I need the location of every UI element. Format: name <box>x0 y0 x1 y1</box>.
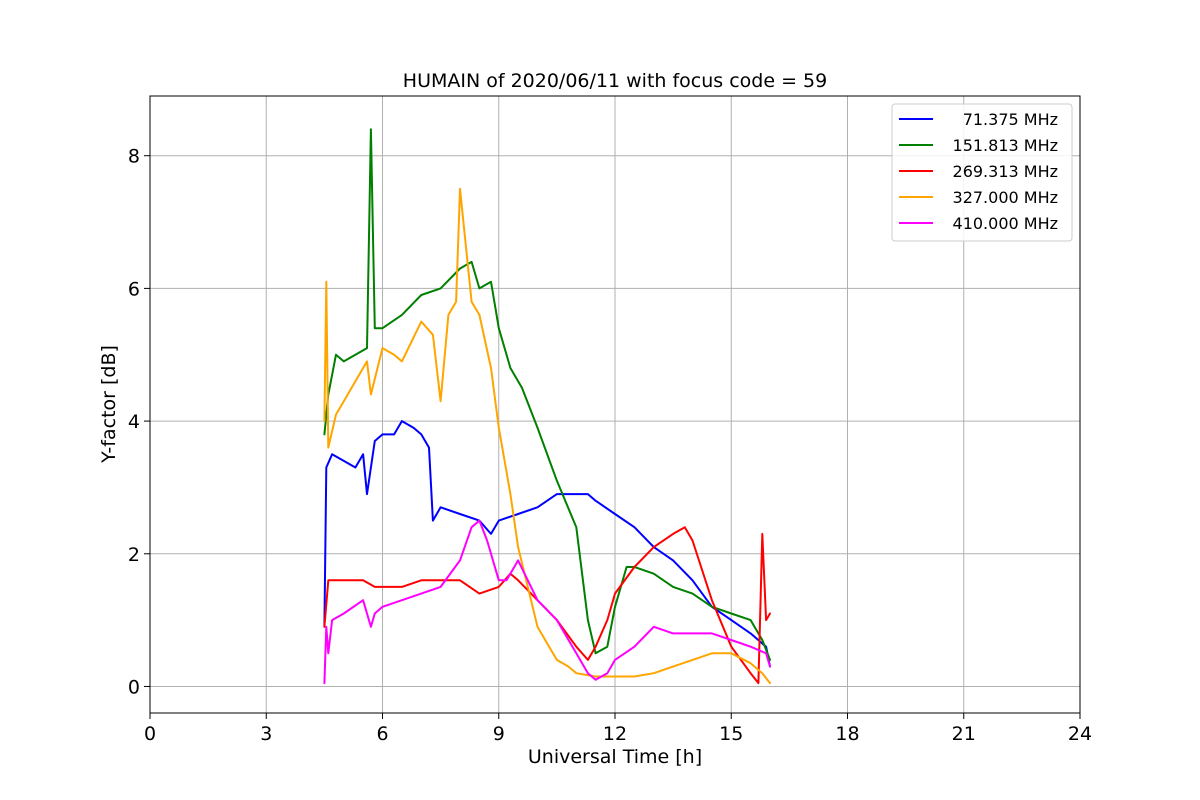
legend-label: 71.375 MHz <box>963 110 1058 129</box>
x-tick-label: 12 <box>603 723 627 745</box>
x-tick-label: 21 <box>952 723 976 745</box>
y-tick-label: 6 <box>128 278 140 300</box>
chart-title: HUMAIN of 2020/06/11 with focus code = 5… <box>403 70 827 92</box>
legend-label: 269.313 MHz <box>953 162 1058 181</box>
y-tick-label: 8 <box>128 146 140 168</box>
x-tick-label: 3 <box>260 723 272 745</box>
x-tick-label: 18 <box>835 723 859 745</box>
x-tick-label: 6 <box>376 723 388 745</box>
y-axis-label: Y-factor [dB] <box>98 345 120 464</box>
y-tick-label: 4 <box>128 411 140 433</box>
x-tick-label: 15 <box>719 723 743 745</box>
legend: 71.375 MHz 151.813 MHz 269.313 MHz 327.000 … <box>892 104 1072 241</box>
legend-label: 327.000 MHz <box>953 188 1058 207</box>
x-axis-label: Universal Time [h] <box>528 746 702 768</box>
x-tick-label: 0 <box>144 723 156 745</box>
legend-label: 151.813 MHz <box>953 136 1058 155</box>
x-tick-label: 24 <box>1068 723 1092 745</box>
x-tick-label: 9 <box>493 723 505 745</box>
y-tick-label: 0 <box>128 676 140 698</box>
y-tick-label: 2 <box>128 544 140 566</box>
legend-label: 410.000 MHz <box>953 214 1058 233</box>
